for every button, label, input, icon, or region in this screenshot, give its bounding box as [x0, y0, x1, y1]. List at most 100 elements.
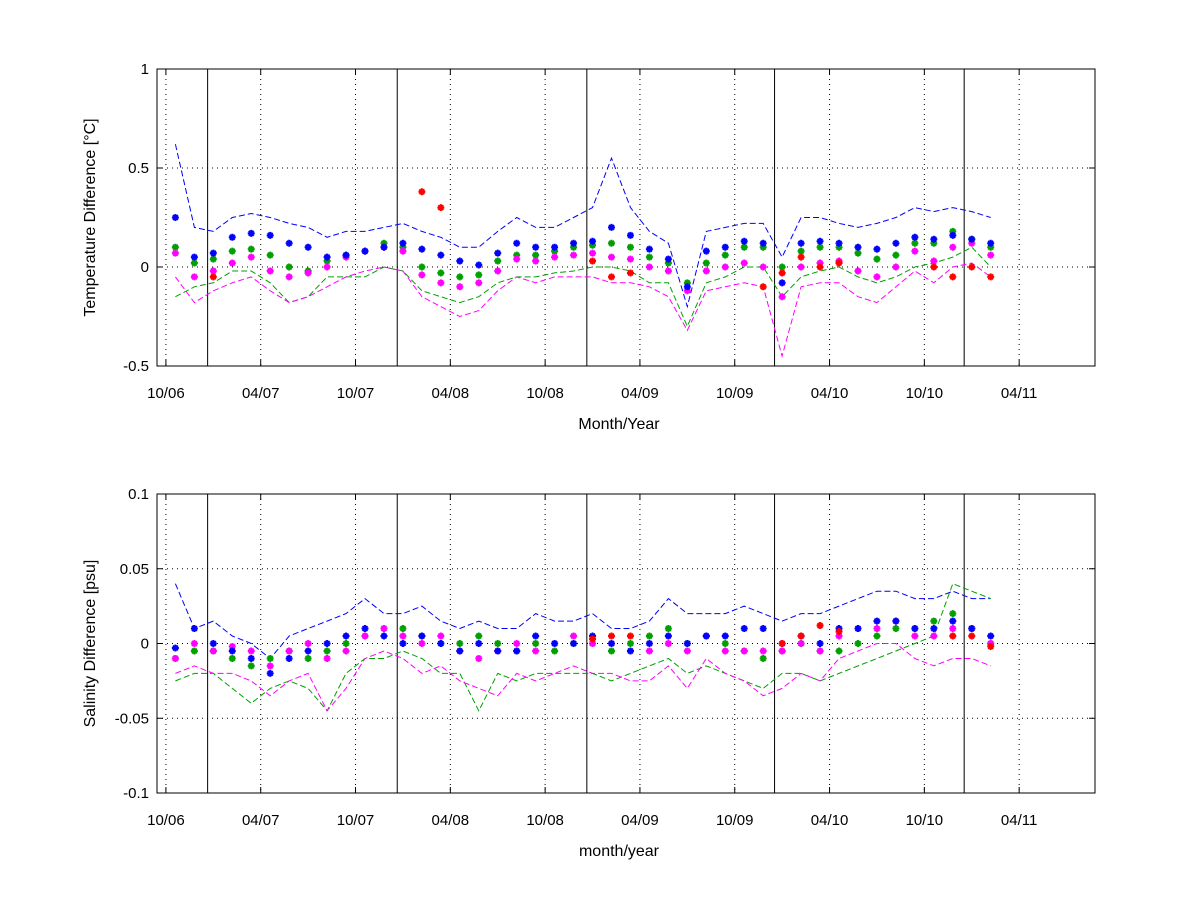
- marker: [930, 625, 938, 633]
- marker: [683, 279, 691, 287]
- marker: [873, 273, 881, 281]
- marker: [589, 249, 597, 257]
- marker: [607, 223, 615, 231]
- marker: [645, 263, 653, 271]
- marker: [399, 625, 407, 633]
- marker: [342, 251, 350, 259]
- marker: [342, 632, 350, 640]
- x-tick-label: 10/07: [337, 385, 375, 402]
- marker: [683, 283, 691, 291]
- marker: [797, 263, 805, 271]
- marker: [816, 622, 824, 630]
- marker: [247, 654, 255, 662]
- marker: [816, 263, 824, 271]
- marker: [228, 247, 236, 255]
- marker: [683, 287, 691, 295]
- marker: [987, 239, 995, 247]
- marker: [702, 247, 710, 255]
- marker: [721, 647, 729, 655]
- marker: [589, 241, 597, 249]
- marker: [190, 625, 198, 633]
- marker: [664, 640, 672, 647]
- marker: [664, 259, 672, 267]
- marker: [513, 239, 521, 247]
- marker: [380, 239, 388, 247]
- marker: [607, 239, 615, 247]
- marker: [740, 259, 748, 267]
- marker: [418, 245, 426, 253]
- marker: [551, 247, 559, 255]
- marker: [532, 257, 540, 265]
- marker: [361, 632, 369, 640]
- marker: [456, 647, 464, 655]
- marker: [854, 625, 862, 633]
- marker: [873, 632, 881, 640]
- x-tick-label: 10/09: [716, 385, 754, 402]
- marker: [285, 273, 293, 281]
- marker: [968, 239, 976, 247]
- marker: [475, 640, 483, 647]
- marker: [209, 267, 217, 275]
- marker: [835, 647, 843, 655]
- marker: [873, 255, 881, 263]
- series-line: [175, 246, 992, 328]
- y-tick-label: -0.1: [123, 785, 149, 802]
- y-tick-label: 1: [141, 61, 149, 78]
- marker: [589, 257, 597, 265]
- axes-frame: [156, 68, 1096, 367]
- marker: [418, 640, 426, 647]
- marker: [494, 267, 502, 275]
- marker: [626, 243, 634, 251]
- marker: [645, 647, 653, 655]
- marker: [607, 253, 615, 261]
- x-tick-label: 04/09: [621, 385, 659, 402]
- series-line: [175, 583, 991, 712]
- marker: [494, 257, 502, 265]
- series-line: [174, 262, 991, 358]
- marker: [759, 283, 767, 291]
- marker: [247, 662, 255, 670]
- marker: [816, 259, 824, 267]
- y-tick-label: 0.5: [128, 160, 149, 177]
- marker: [626, 255, 634, 263]
- marker: [475, 632, 483, 640]
- marker: [171, 249, 179, 257]
- marker: [266, 231, 274, 239]
- marker: [304, 269, 312, 277]
- marker: [209, 273, 217, 281]
- marker: [645, 632, 653, 640]
- marker: [266, 267, 274, 275]
- marker: [759, 647, 767, 655]
- marker: [759, 243, 767, 251]
- x-tick-label: 04/11: [1001, 812, 1037, 829]
- marker: [247, 245, 255, 253]
- marker: [209, 640, 217, 647]
- marker: [873, 617, 881, 625]
- marker: [190, 253, 198, 261]
- marker: [247, 253, 255, 261]
- marker: [683, 647, 691, 655]
- marker: [532, 243, 540, 251]
- y-tick-label: 0: [141, 636, 149, 653]
- marker: [664, 267, 672, 275]
- marker: [778, 647, 786, 655]
- marker: [721, 640, 729, 647]
- marker: [551, 253, 559, 261]
- marker: [190, 259, 198, 267]
- marker: [475, 271, 483, 279]
- marker: [892, 617, 900, 625]
- marker: [835, 628, 843, 636]
- marker: [418, 271, 426, 279]
- series-line: [174, 144, 991, 309]
- x-tick-label: 10/08: [526, 812, 564, 829]
- marker: [475, 279, 483, 287]
- marker: [987, 273, 995, 281]
- marker: [797, 640, 805, 647]
- marker: [247, 229, 255, 237]
- marker: [171, 214, 179, 221]
- marker: [607, 640, 615, 647]
- marker: [494, 647, 502, 655]
- marker: [740, 243, 748, 251]
- marker: [171, 644, 179, 652]
- marker: [759, 654, 767, 662]
